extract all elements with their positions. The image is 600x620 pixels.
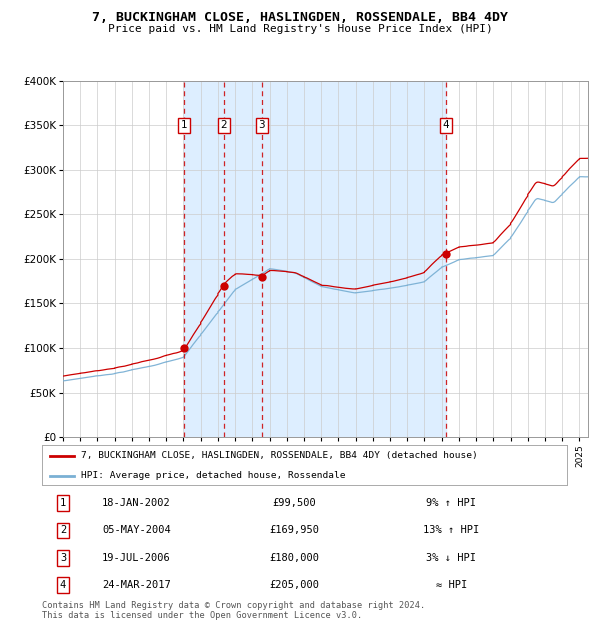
Text: ≈ HPI: ≈ HPI <box>436 580 467 590</box>
Text: £205,000: £205,000 <box>269 580 319 590</box>
Text: Price paid vs. HM Land Registry's House Price Index (HPI): Price paid vs. HM Land Registry's House … <box>107 24 493 33</box>
Text: 3: 3 <box>60 552 66 562</box>
Text: £169,950: £169,950 <box>269 526 319 536</box>
Text: 18-JAN-2002: 18-JAN-2002 <box>102 498 171 508</box>
Text: 1: 1 <box>181 120 188 130</box>
Text: 9% ↑ HPI: 9% ↑ HPI <box>427 498 476 508</box>
Text: This data is licensed under the Open Government Licence v3.0.: This data is licensed under the Open Gov… <box>42 611 362 620</box>
Text: 7, BUCKINGHAM CLOSE, HASLINGDEN, ROSSENDALE, BB4 4DY (detached house): 7, BUCKINGHAM CLOSE, HASLINGDEN, ROSSEND… <box>82 451 478 460</box>
Text: 2: 2 <box>221 120 227 130</box>
Text: 24-MAR-2017: 24-MAR-2017 <box>102 580 171 590</box>
Text: 4: 4 <box>442 120 449 130</box>
Text: 13% ↑ HPI: 13% ↑ HPI <box>424 526 479 536</box>
Text: HPI: Average price, detached house, Rossendale: HPI: Average price, detached house, Ross… <box>82 471 346 480</box>
Text: 3: 3 <box>259 120 265 130</box>
Text: 7, BUCKINGHAM CLOSE, HASLINGDEN, ROSSENDALE, BB4 4DY: 7, BUCKINGHAM CLOSE, HASLINGDEN, ROSSEND… <box>92 11 508 24</box>
Text: £180,000: £180,000 <box>269 552 319 562</box>
Text: £99,500: £99,500 <box>272 498 316 508</box>
Text: Contains HM Land Registry data © Crown copyright and database right 2024.: Contains HM Land Registry data © Crown c… <box>42 601 425 611</box>
Text: 05-MAY-2004: 05-MAY-2004 <box>102 526 171 536</box>
Text: 19-JUL-2006: 19-JUL-2006 <box>102 552 171 562</box>
Text: 1: 1 <box>60 498 66 508</box>
Text: 3% ↓ HPI: 3% ↓ HPI <box>427 552 476 562</box>
Text: 2: 2 <box>60 526 66 536</box>
Bar <box>184 81 446 437</box>
Text: 4: 4 <box>60 580 66 590</box>
